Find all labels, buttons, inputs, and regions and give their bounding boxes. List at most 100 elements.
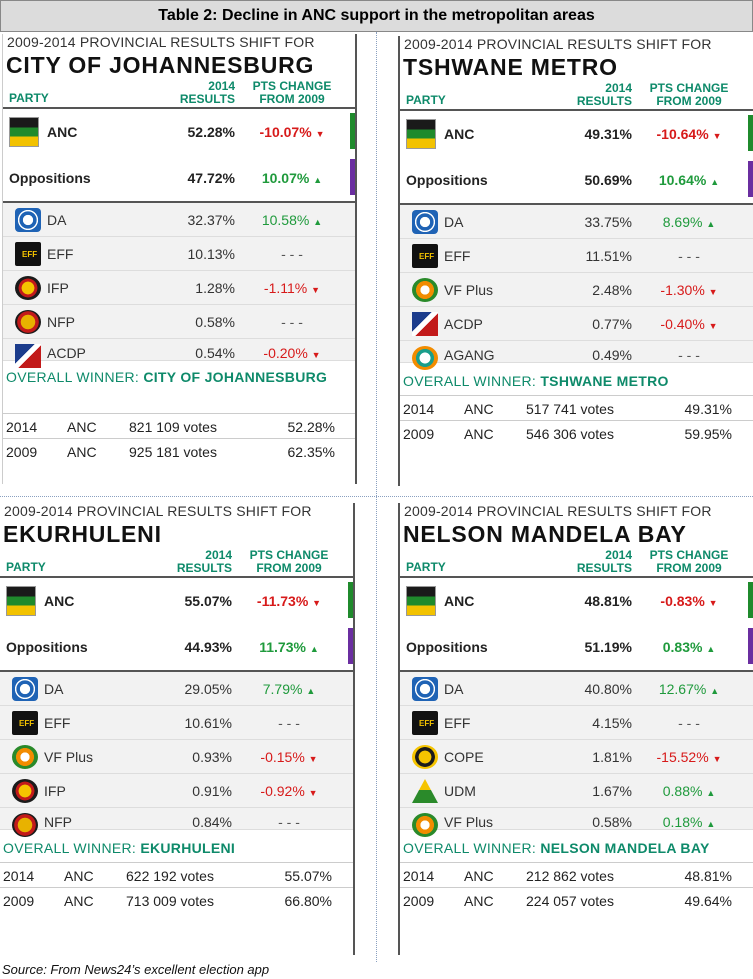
eff-logo-icon xyxy=(12,711,38,735)
arrow-down-icon: ▼ xyxy=(708,287,718,297)
arrow-up-icon: ▲ xyxy=(706,788,716,798)
party-name: AGANG xyxy=(444,347,495,363)
oppositions-row: Oppositions 47.72% 10.07% ▲ xyxy=(3,155,355,203)
vote-year: 2009 xyxy=(3,893,35,909)
anc-bar xyxy=(748,115,753,151)
header-change: PTS CHANGE FROM 2009 xyxy=(649,548,729,575)
vote-count: 517 741 votes xyxy=(526,401,614,417)
arrow-down-icon: ▼ xyxy=(311,285,321,295)
arrow-down-icon: ▼ xyxy=(308,754,318,764)
anc-bar xyxy=(748,582,753,618)
party-change: -11.73% ▼ xyxy=(256,593,322,609)
table-header: PARTY 2014 RESULTS PTS CHANGE FROM 2009 xyxy=(400,548,753,578)
party-change: -1.30% ▼ xyxy=(660,282,718,298)
party-change: -0.20% ▼ xyxy=(263,345,321,361)
party-change: - - - xyxy=(281,246,303,262)
party-result: 52.28% xyxy=(187,124,235,140)
party-name: EFF xyxy=(444,715,471,731)
header-party: PARTY xyxy=(406,560,446,574)
vote-row: 2009 ANC 713 009 votes 66.80% xyxy=(0,887,353,912)
vote-row: 2014 ANC 212 862 votes 48.81% xyxy=(400,862,753,887)
party-result: 40.80% xyxy=(584,681,632,697)
party-change: 8.69% ▲ xyxy=(662,214,716,230)
header-change: PTS CHANGE FROM 2009 xyxy=(249,548,329,575)
anc-row: ANC 55.07% -11.73% ▼ xyxy=(0,578,353,624)
eff-logo-icon xyxy=(412,244,438,268)
party-name: UDM xyxy=(444,783,476,799)
anc-logo-icon xyxy=(9,117,39,147)
vote-count: 212 862 votes xyxy=(526,868,614,884)
party-name: IFP xyxy=(44,783,66,799)
metro-panel: 2009-2014 PROVINCIAL RESULTS SHIFT FOR EK… xyxy=(0,503,355,955)
party-name: VF Plus xyxy=(44,749,94,765)
party-result: 0.77% xyxy=(592,316,632,332)
oppositions-bar xyxy=(748,161,753,197)
acdp-logo-icon xyxy=(15,344,41,368)
header-party: PARTY xyxy=(9,91,49,105)
party-change: -0.15% ▼ xyxy=(260,749,318,765)
party-result: 50.69% xyxy=(584,172,632,188)
party-change: 0.18% ▲ xyxy=(662,814,716,830)
anc-logo-icon xyxy=(406,586,436,616)
vote-percent: 59.95% xyxy=(684,426,732,442)
panel-city-title: NELSON MANDELA BAY xyxy=(403,521,687,547)
arrow-up-icon: ▲ xyxy=(710,177,720,187)
party-change: 11.73% ▲ xyxy=(259,639,319,655)
vote-count: 925 181 votes xyxy=(129,444,217,460)
vote-year: 2014 xyxy=(6,419,38,435)
arrow-up-icon: ▲ xyxy=(706,219,716,229)
party-change: 10.58% ▲ xyxy=(261,212,323,228)
panel-city-title: TSHWANE METRO xyxy=(403,54,618,80)
anc-logo-icon xyxy=(6,586,36,616)
vote-year: 2014 xyxy=(403,868,435,884)
party-row: EFF 11.51% - - - xyxy=(400,239,753,273)
panel-city-title: CITY OF JOHANNESBURG xyxy=(6,52,315,78)
header-party: PARTY xyxy=(6,560,46,574)
party-change: 12.67% ▲ xyxy=(658,681,720,697)
vote-percent: 49.31% xyxy=(684,401,732,417)
vote-percent: 49.64% xyxy=(684,893,732,909)
party-change: 0.83% ▲ xyxy=(662,639,716,655)
arrow-down-icon: ▼ xyxy=(308,788,318,798)
arrow-down-icon: ▼ xyxy=(312,598,322,608)
party-row: EFF 10.13% - - - xyxy=(3,237,355,271)
anc-bar xyxy=(350,113,355,149)
vote-count: 224 057 votes xyxy=(526,893,614,909)
party-change: - - - xyxy=(278,814,300,830)
party-result: 10.13% xyxy=(187,246,235,262)
party-name: Oppositions xyxy=(406,639,488,655)
anc-row: ANC 52.28% -10.07% ▼ xyxy=(3,109,355,155)
document-title: Table 2: Decline in ANC support in the m… xyxy=(0,0,753,32)
party-change: - - - xyxy=(678,715,700,731)
oppositions-bar xyxy=(348,628,353,664)
party-row: DA 32.37% 10.58% ▲ xyxy=(3,203,355,237)
party-change: -0.83% ▼ xyxy=(660,593,718,609)
party-result: 2.48% xyxy=(592,282,632,298)
overall-winner: OVERALL WINNER: NELSON MANDELA BAY xyxy=(403,840,710,856)
eff-logo-icon xyxy=(15,242,41,266)
party-row: COPE 1.81% -15.52% ▼ xyxy=(400,740,753,774)
party-row: NFP 0.58% - - - xyxy=(3,305,355,339)
vote-row: 2009 ANC 224 057 votes 49.64% xyxy=(400,887,753,912)
oppositions-row: Oppositions 44.93% 11.73% ▲ xyxy=(0,624,353,672)
party-row: VF Plus 2.48% -1.30% ▼ xyxy=(400,273,753,307)
party-result: 51.19% xyxy=(584,639,632,655)
party-change: -0.92% ▼ xyxy=(260,783,318,799)
party-result: 1.67% xyxy=(592,783,632,799)
header-results: 2014 RESULTS xyxy=(576,81,632,108)
vf-plus-logo-icon xyxy=(412,813,438,837)
winner-name: EKURHULENI xyxy=(140,840,236,856)
arrow-down-icon: ▼ xyxy=(708,321,718,331)
table-header: PARTY 2014 RESULTS PTS CHANGE FROM 2009 xyxy=(0,548,353,578)
metro-panel: 2009-2014 PROVINCIAL RESULTS SHIFT FOR CI… xyxy=(2,34,357,484)
party-result: 0.93% xyxy=(192,749,232,765)
oppositions-row: Oppositions 51.19% 0.83% ▲ xyxy=(400,624,753,672)
da-logo-icon xyxy=(15,208,41,232)
party-name: VF Plus xyxy=(444,814,494,830)
header-party: PARTY xyxy=(406,93,446,107)
vote-year: 2009 xyxy=(403,893,435,909)
party-result: 0.54% xyxy=(195,345,235,361)
vote-percent: 52.28% xyxy=(287,419,335,435)
vote-percent: 62.35% xyxy=(287,444,335,460)
party-name: EFF xyxy=(444,248,471,264)
